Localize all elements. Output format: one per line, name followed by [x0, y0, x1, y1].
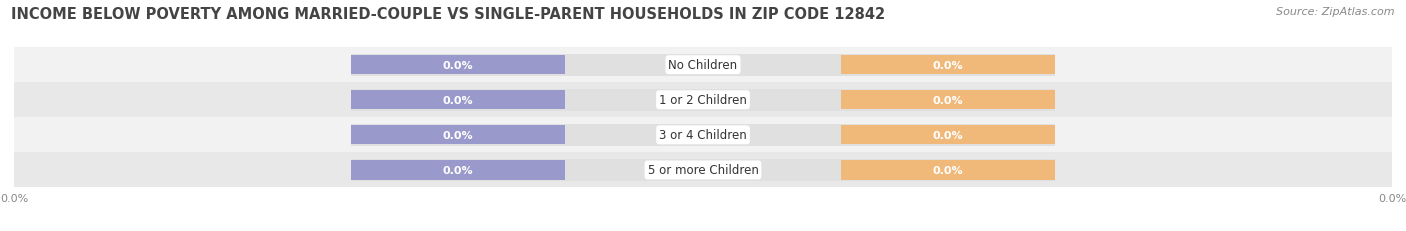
Text: 5 or more Children: 5 or more Children	[648, 164, 758, 177]
Bar	[14, 118, 1392, 153]
Text: 3 or 4 Children: 3 or 4 Children	[659, 129, 747, 142]
Text: 1 or 2 Children: 1 or 2 Children	[659, 94, 747, 107]
Bar	[352, 161, 565, 180]
Bar	[352, 90, 1054, 111]
Text: Source: ZipAtlas.com: Source: ZipAtlas.com	[1277, 7, 1395, 17]
Text: 0.0%: 0.0%	[932, 165, 963, 175]
Bar	[352, 55, 1054, 76]
Bar	[352, 91, 565, 110]
Text: 0.0%: 0.0%	[932, 61, 963, 70]
Bar	[352, 126, 565, 145]
Bar	[14, 153, 1392, 188]
Bar	[841, 91, 1054, 110]
Bar	[841, 161, 1054, 180]
Bar	[352, 125, 1054, 146]
Text: 0.0%: 0.0%	[443, 95, 474, 105]
Text: 0.0%: 0.0%	[932, 130, 963, 140]
Bar	[14, 48, 1392, 83]
Text: 0.0%: 0.0%	[443, 130, 474, 140]
Text: 0.0%: 0.0%	[932, 95, 963, 105]
Bar	[352, 56, 565, 75]
Bar	[352, 159, 1054, 181]
Bar	[841, 126, 1054, 145]
Text: No Children: No Children	[668, 59, 738, 72]
Text: INCOME BELOW POVERTY AMONG MARRIED-COUPLE VS SINGLE-PARENT HOUSEHOLDS IN ZIP COD: INCOME BELOW POVERTY AMONG MARRIED-COUPL…	[11, 7, 886, 22]
Bar	[841, 56, 1054, 75]
Bar	[14, 83, 1392, 118]
Text: 0.0%: 0.0%	[443, 165, 474, 175]
Text: 0.0%: 0.0%	[443, 61, 474, 70]
